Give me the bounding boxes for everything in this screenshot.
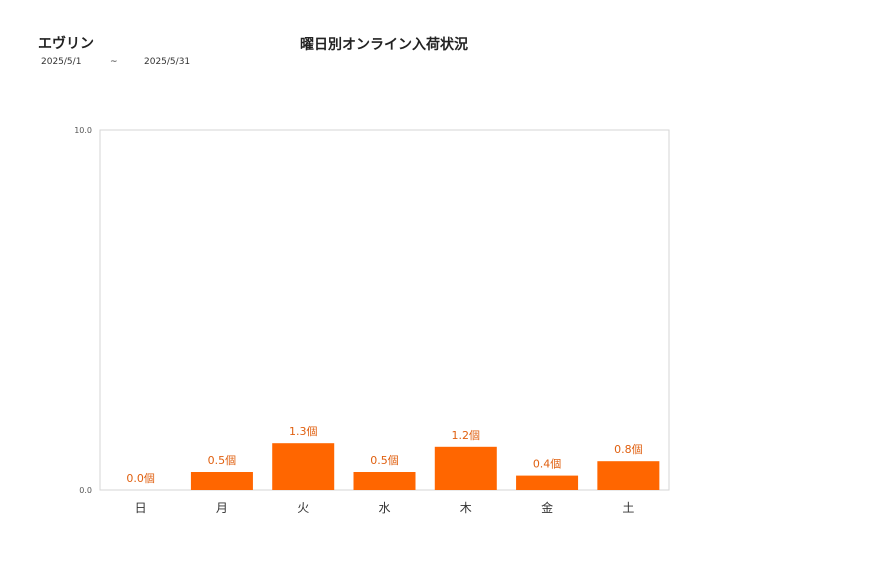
- y-tick-label: 10.0: [74, 126, 92, 135]
- x-tick-label: 日: [135, 501, 147, 515]
- period-start: 2025/5/1: [41, 57, 82, 67]
- bar: [190, 472, 253, 490]
- bar: [516, 475, 579, 490]
- bar-value-label: 0.0個: [126, 472, 155, 485]
- period-end: 2025/5/31: [144, 57, 191, 67]
- bar-value-label: 0.5個: [208, 454, 237, 467]
- x-tick-label: 土: [622, 501, 634, 515]
- x-tick-label: 木: [460, 501, 472, 515]
- x-tick-label: 水: [378, 501, 390, 515]
- bar-value-label: 0.5個: [370, 454, 399, 467]
- y-tick-label: 0.0: [79, 486, 92, 495]
- shop-name: エヴリン: [38, 36, 94, 52]
- x-tick-label: 火: [297, 501, 309, 515]
- bar-value-label: 0.8個: [614, 443, 643, 456]
- chart-title: 曜日別オンライン入荷状況: [300, 37, 468, 53]
- plot-area: [99, 129, 670, 491]
- bar-value-label: 1.2個: [452, 429, 481, 442]
- period-separator: ~: [110, 57, 118, 67]
- bar-value-label: 1.3個: [289, 425, 318, 438]
- bar: [272, 443, 335, 490]
- bar: [434, 446, 497, 490]
- x-tick-label: 金: [541, 500, 553, 515]
- bar: [353, 472, 416, 490]
- bar: [597, 461, 660, 490]
- x-tick-label: 月: [216, 501, 228, 515]
- bar-value-label: 0.4個: [533, 458, 562, 471]
